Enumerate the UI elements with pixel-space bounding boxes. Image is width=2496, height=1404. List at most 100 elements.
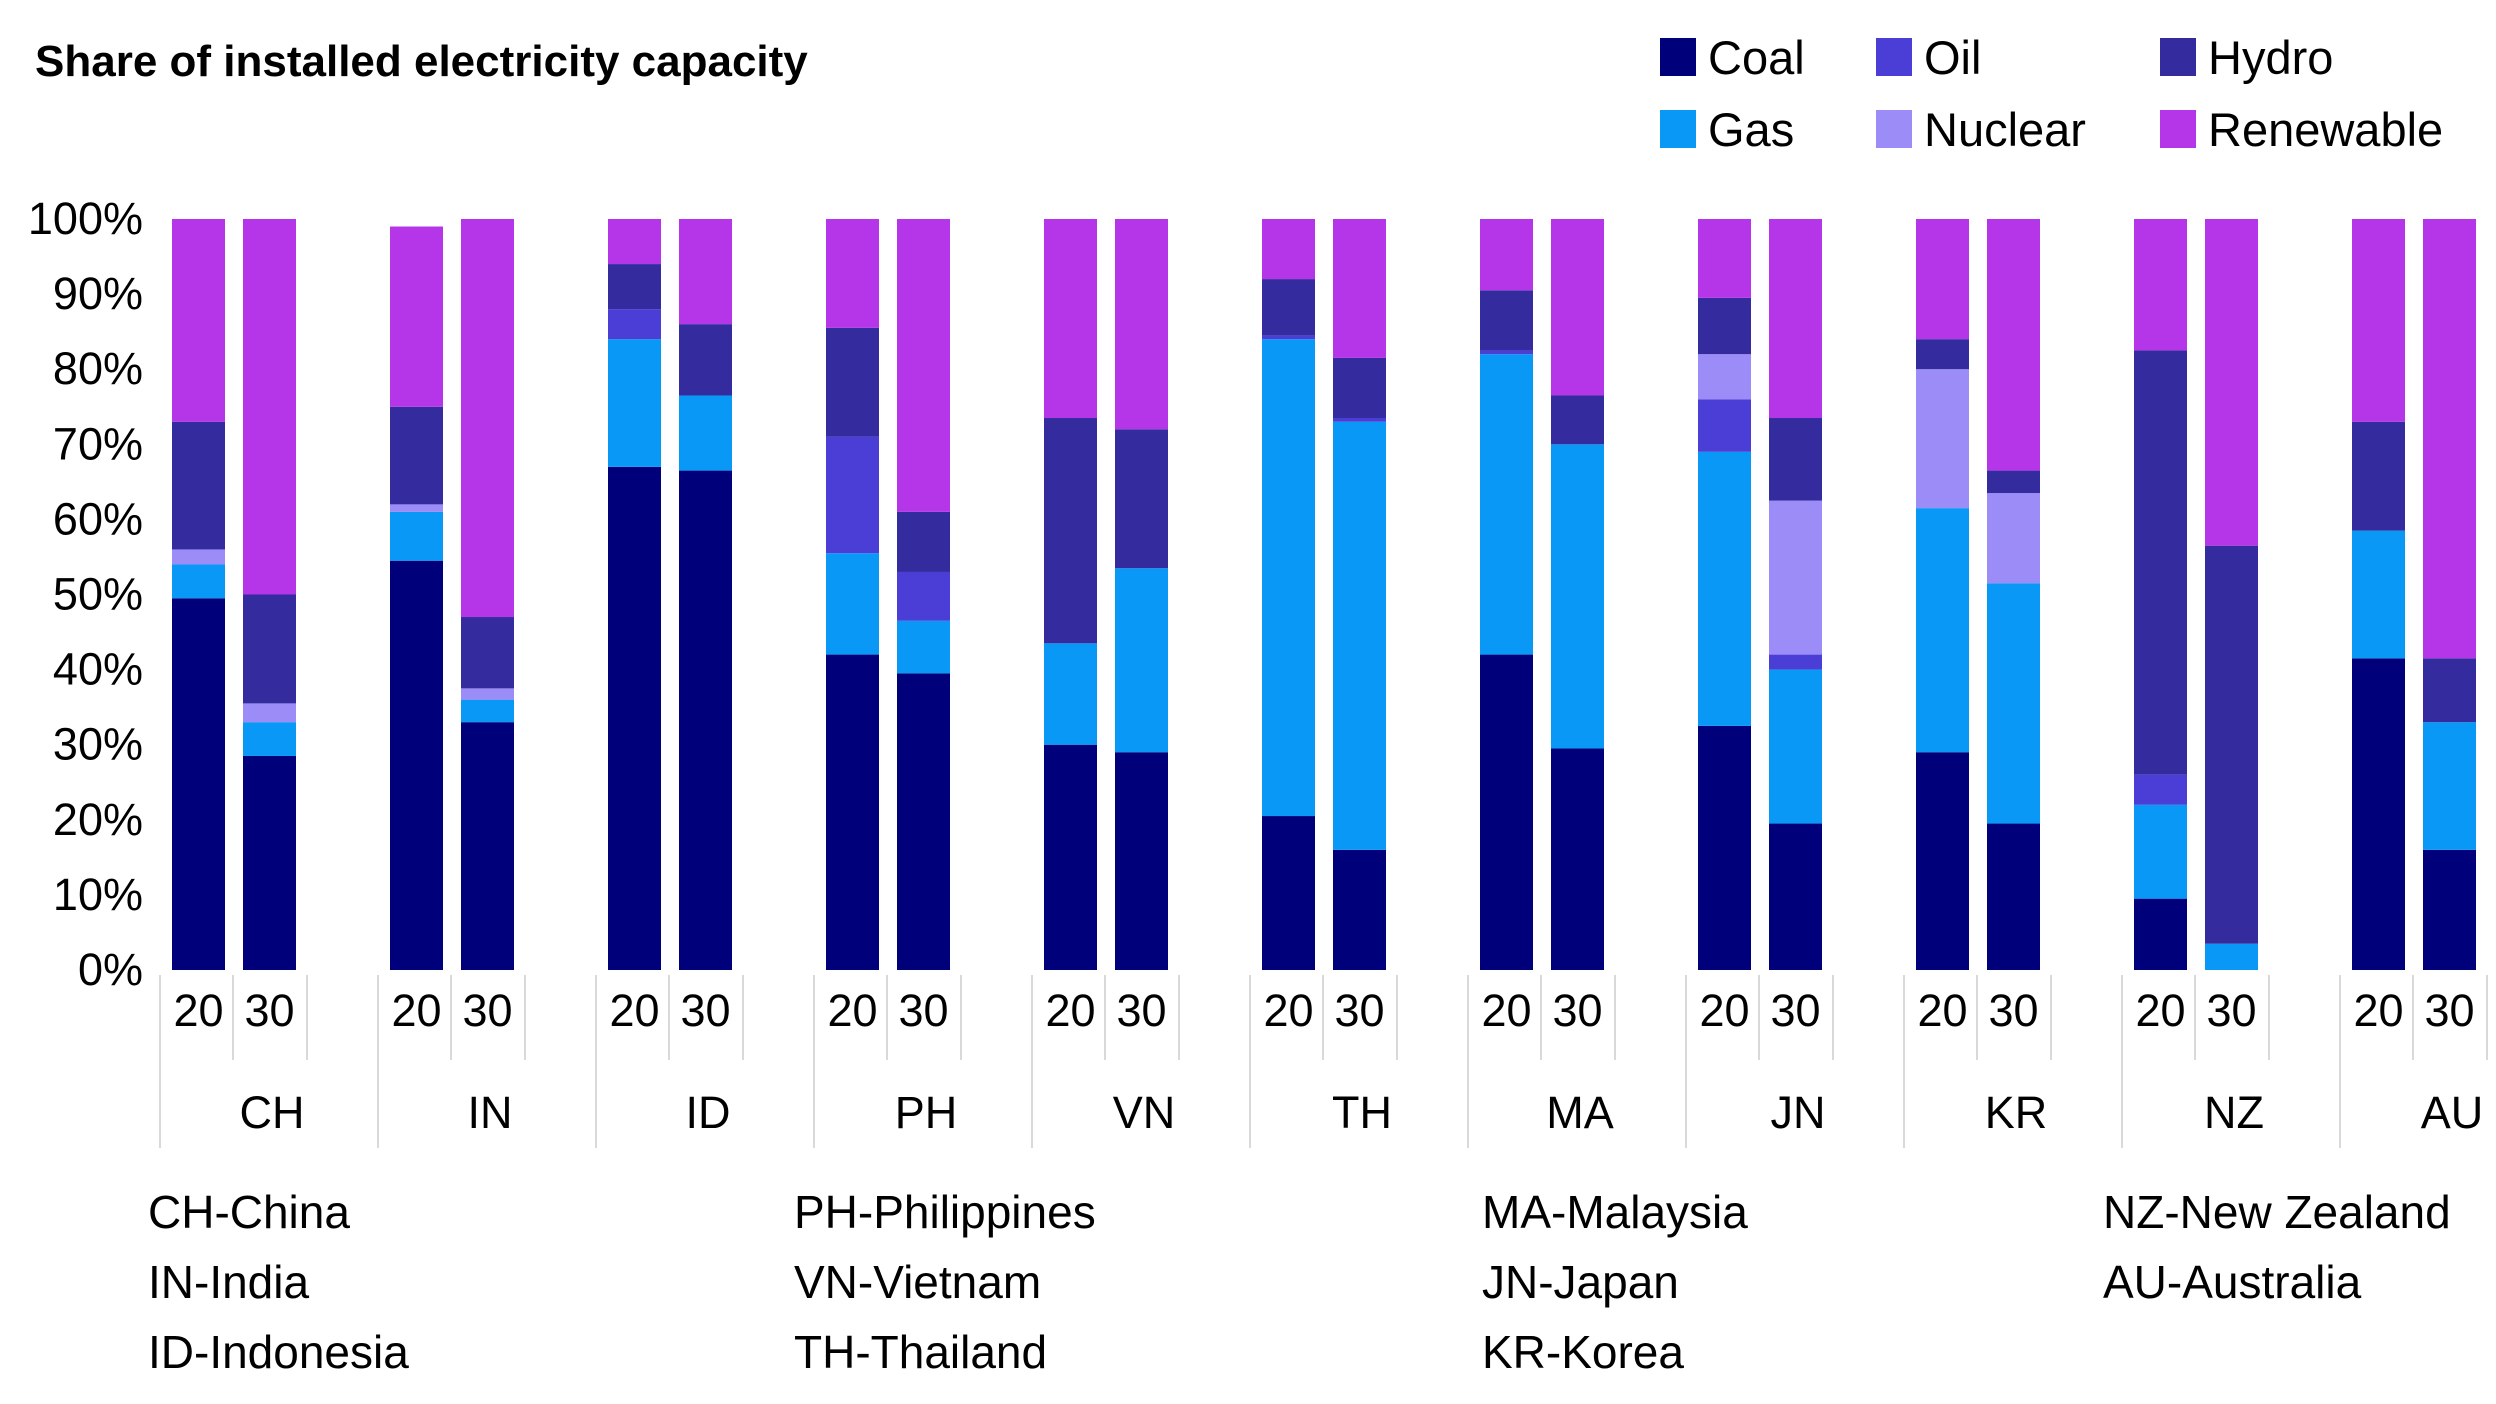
bars xyxy=(172,219,2476,970)
bar-segment-gas xyxy=(2134,804,2187,899)
legend-label: Oil xyxy=(1924,31,1981,84)
bar-segment-oil xyxy=(2134,774,2187,805)
bar-segment-hydro xyxy=(390,406,443,505)
bar-segment-gas xyxy=(1262,339,1315,817)
country-note: ID-Indonesia xyxy=(148,1326,409,1378)
bar-segment-gas xyxy=(2352,530,2405,659)
legend-label: Nuclear xyxy=(1924,103,2086,156)
x-group-label: ID xyxy=(686,1087,731,1138)
bar-segment-renewable xyxy=(2205,219,2258,546)
y-tick-label: 90% xyxy=(53,268,143,319)
bar-segment-renewable xyxy=(1262,219,1315,280)
legend-swatch xyxy=(1876,110,1912,148)
y-tick-label: 50% xyxy=(53,569,143,620)
country-note: TH-Thailand xyxy=(794,1326,1047,1378)
bar-segment-renewable xyxy=(172,219,225,422)
bar-segment-nuclear xyxy=(1698,354,1751,400)
bar-segment-renewable xyxy=(2423,219,2476,659)
bar-segment-hydro xyxy=(1987,470,2040,494)
bar-segment-renewable xyxy=(1480,219,1533,291)
bar-segment-gas xyxy=(679,395,732,471)
bar-segment-hydro xyxy=(826,327,879,437)
bar-segment-hydro xyxy=(1044,418,1097,644)
y-tick-label: 100% xyxy=(28,193,143,244)
x-group-label: JN xyxy=(1771,1087,1826,1138)
y-tick-label: 20% xyxy=(53,794,143,845)
bar-segment-coal xyxy=(172,598,225,970)
legend-item-gas: Gas xyxy=(1660,103,1794,156)
bar-segment-gas xyxy=(172,564,225,599)
bar-segment-gas xyxy=(461,699,514,723)
bar-segment-coal xyxy=(826,654,879,970)
bar-segment-coal xyxy=(1916,752,1969,970)
bar-segment-coal xyxy=(1987,823,2040,970)
bar-segment-oil xyxy=(1262,335,1315,340)
x-sub-label: 30 xyxy=(1552,985,1602,1036)
legend-swatch xyxy=(1660,110,1696,148)
bar-segment-coal xyxy=(1262,816,1315,970)
bar-segment-renewable xyxy=(679,219,732,325)
bar-segment-hydro xyxy=(172,421,225,550)
country-note: PH-Philippines xyxy=(794,1186,1096,1238)
bar-segment-renewable xyxy=(390,226,443,407)
x-group-label: MA xyxy=(1546,1087,1614,1138)
x-sub-label: 20 xyxy=(173,985,223,1036)
bar-segment-coal xyxy=(897,673,950,970)
x-sub-label: 20 xyxy=(1917,985,1967,1036)
bar-segment-nuclear xyxy=(390,504,443,512)
bar-segment-gas xyxy=(243,722,296,756)
x-group-label: PH xyxy=(895,1087,958,1138)
bar-segment-gas xyxy=(826,553,879,655)
bar-segment-coal xyxy=(1480,654,1533,970)
bar-segment-renewable xyxy=(826,219,879,328)
x-group-label: NZ xyxy=(2204,1087,2264,1138)
bar-segment-renewable xyxy=(2134,219,2187,351)
bar-segment-coal xyxy=(1333,849,1386,970)
bar-segment-hydro xyxy=(1262,279,1315,336)
bar-segment-oil xyxy=(1480,350,1533,355)
chart-title: Share of installed electricity capacity xyxy=(35,37,808,86)
bar-segment-nuclear xyxy=(1987,493,2040,584)
country-note: AU-Australia xyxy=(2103,1256,2362,1308)
bar-segment-oil xyxy=(897,571,950,621)
bar-segment-hydro xyxy=(897,511,950,572)
bar-segment-oil xyxy=(608,309,661,340)
bar-segment-hydro xyxy=(2205,545,2258,944)
bar-segment-gas xyxy=(1044,643,1097,745)
bar-segment-coal xyxy=(1044,744,1097,970)
bar-segment-renewable xyxy=(1333,219,1386,358)
x-group-label: TH xyxy=(1332,1087,1392,1138)
bar-segment-gas xyxy=(897,620,950,674)
x-sub-label: 20 xyxy=(391,985,441,1036)
bar-segment-renewable xyxy=(1987,219,2040,471)
bar-segment-gas xyxy=(2423,722,2476,850)
bar-segment-coal xyxy=(608,466,661,970)
x-sub-label: 30 xyxy=(2424,985,2474,1036)
legend-item-nuclear: Nuclear xyxy=(1876,103,2086,156)
y-tick-label: 70% xyxy=(53,418,143,469)
bar-segment-oil xyxy=(1333,418,1386,422)
x-sub-label: 20 xyxy=(1045,985,1095,1036)
bar-segment-hydro xyxy=(1698,297,1751,355)
bar-segment-renewable xyxy=(2352,219,2405,422)
x-axis: 20 30 CH 20 30 IN 20 30 ID 20 30 PH 20 30 VN 20 30 TH 20 30… xyxy=(159,975,2488,1148)
legend-item-coal: Coal xyxy=(1660,31,1805,84)
bar-segment-renewable xyxy=(1698,219,1751,298)
x-group-label: VN xyxy=(1113,1087,1176,1138)
x-group-label: KR xyxy=(1985,1087,2048,1138)
y-tick-label: 80% xyxy=(53,343,143,394)
x-group-label: CH xyxy=(240,1087,305,1138)
y-axis: 0% 10% 20% 30% 40% 50% 60% 70% 80% 90% 100% xyxy=(28,193,143,995)
x-sub-label: 20 xyxy=(1699,985,1749,1036)
bar-segment-renewable xyxy=(243,219,296,595)
bar-segment-hydro xyxy=(1115,429,1168,569)
bar-segment-hydro xyxy=(461,617,514,689)
x-sub-label: 30 xyxy=(1116,985,1166,1036)
bar-segment-renewable xyxy=(897,219,950,512)
legend-label: Coal xyxy=(1708,31,1805,84)
bar-segment-hydro xyxy=(608,264,661,310)
bar-segment-hydro xyxy=(1769,418,1822,501)
x-sub-label: 30 xyxy=(462,985,512,1036)
y-tick-label: 40% xyxy=(53,644,143,695)
